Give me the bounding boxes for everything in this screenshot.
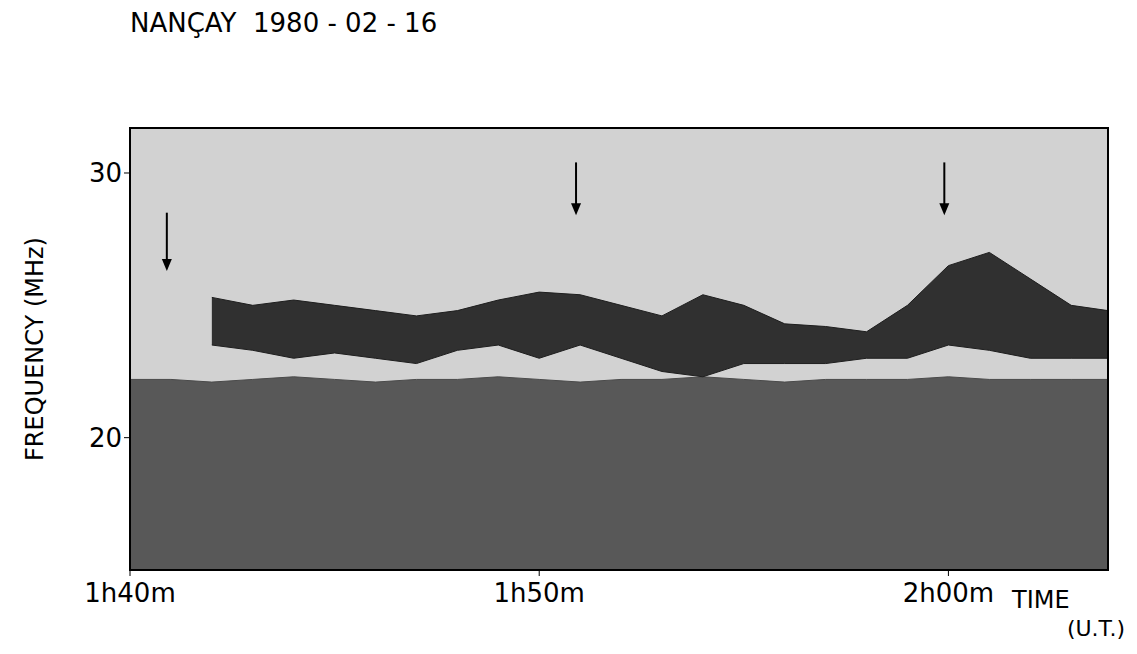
svg-text:20: 20 [89,423,122,453]
html-text:TIME: TIME [1012,586,1070,614]
svg-text:1h40m: 1h40m [84,578,175,608]
svg-text:2h00m: 2h00m [903,578,994,608]
svg-text:1h50m: 1h50m [493,578,584,608]
svg-text:FREQUENCY (MHz): FREQUENCY (MHz) [21,237,49,461]
html-text:(U.T.): (U.T.) [1066,616,1125,641]
html-text:NANÇAY 1980 - 02 - 16: NANÇAY 1980 - 02 - 16 [130,8,438,38]
svg-text:30: 30 [89,158,122,188]
